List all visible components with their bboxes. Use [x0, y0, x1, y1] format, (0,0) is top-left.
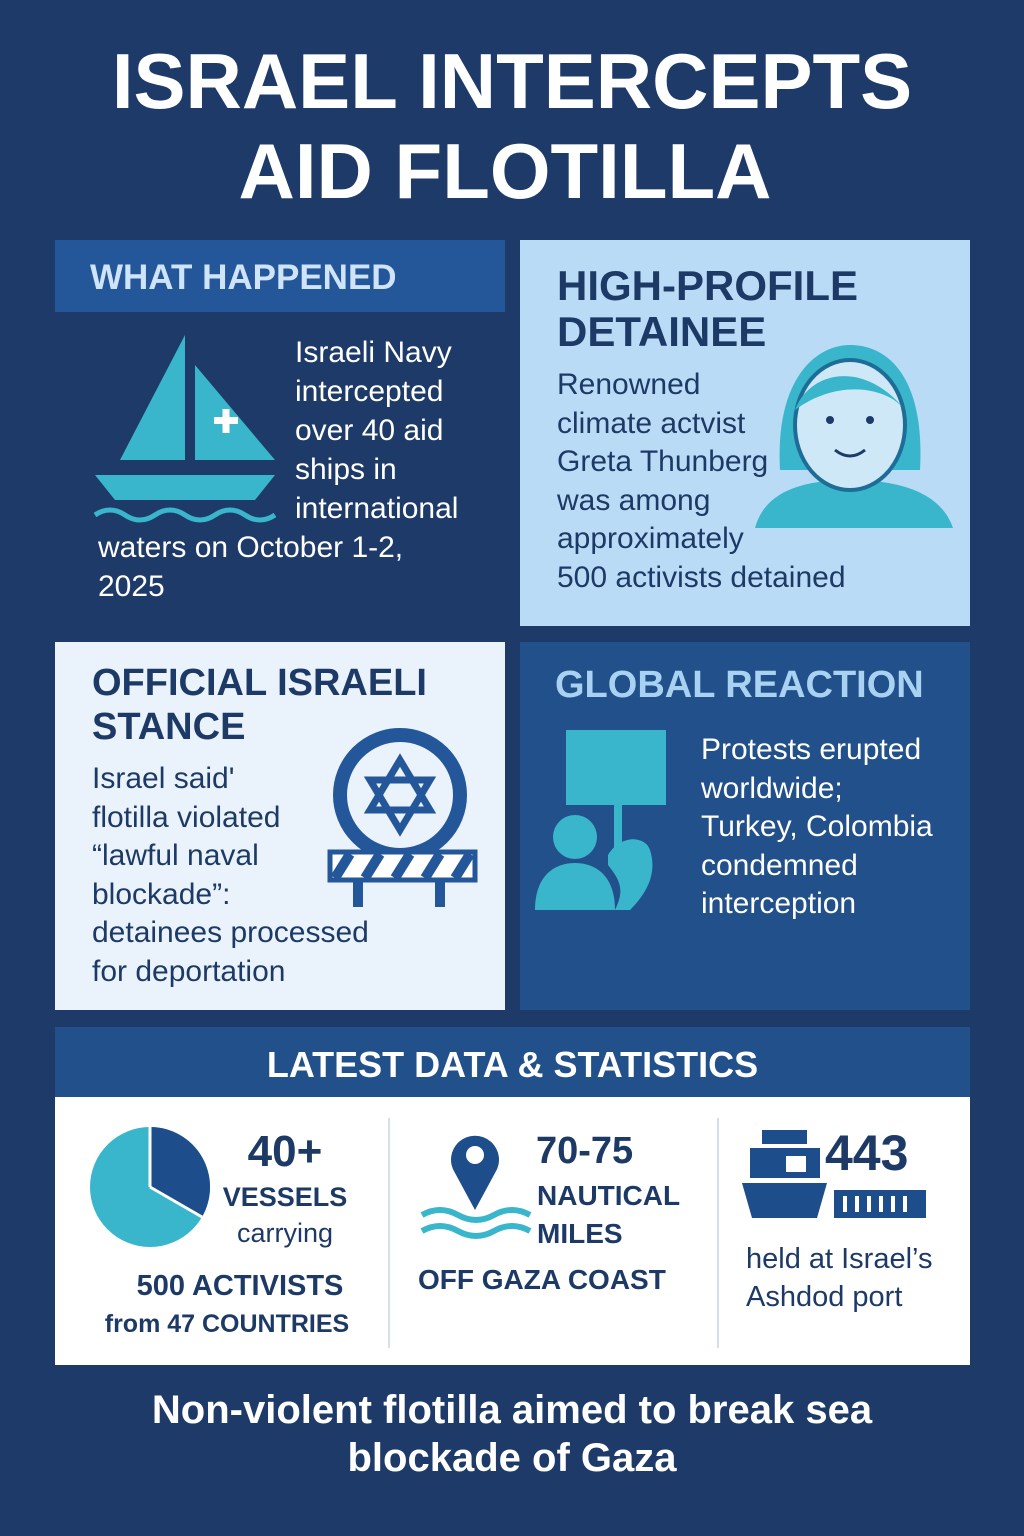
panel-header: [55, 240, 505, 312]
text-line: 500 activists detained: [557, 561, 846, 594]
heading-line: OFFICIAL ISRAELI: [92, 662, 427, 704]
title-line: AID FLOTILLA: [238, 127, 772, 215]
location-icon: [420, 1135, 532, 1239]
text-line: 2025: [98, 570, 165, 603]
heading-line: HIGH-PROFILE: [557, 262, 858, 309]
heading-line: DETAINEE: [557, 308, 767, 355]
stat-figure: 443: [825, 1125, 909, 1181]
footer-line: blockade of Gaza: [347, 1436, 677, 1480]
text-line: for deportation: [92, 955, 286, 988]
stats-heading: LATEST DATA & STATISTICS: [266, 1044, 759, 1085]
section-heading: GLOBAL REACTION: [555, 664, 924, 706]
footer-line: Non-violent flotilla aimed to break sea: [151, 1388, 873, 1432]
stat-text: VESSELS: [222, 1182, 348, 1212]
text-line: was among: [557, 483, 711, 517]
text-line: “lawful naval: [92, 839, 259, 873]
stat-text: NAUTICAL: [537, 1180, 681, 1211]
divider: [717, 1118, 719, 1348]
text-line: climate actvist: [557, 406, 746, 440]
blockade-icon: [327, 728, 478, 907]
text-line: international: [295, 492, 459, 525]
stat-text: carrying: [236, 1218, 334, 1248]
stat-figure: 70-75: [536, 1130, 634, 1172]
protest-icon: [535, 730, 666, 910]
person-icon: [755, 345, 953, 528]
title-line: ISRAEL INTERCEPTS: [111, 37, 913, 125]
text-line: Israel said': [92, 762, 235, 795]
panel: [520, 642, 970, 1010]
text-line: over 40 aid: [295, 414, 444, 447]
text-line: Protests erupted: [701, 733, 922, 766]
text-line: Turkey, Colombia: [701, 810, 933, 844]
text-line: blockade”:: [92, 877, 231, 911]
divider: [388, 1118, 390, 1348]
text-line: waters on October 1-2,: [98, 531, 404, 564]
stat-text: Ashdod port: [746, 1281, 903, 1313]
stat-text: MILES: [537, 1218, 623, 1249]
text-line: Israeli Navy: [295, 336, 452, 369]
text-line: worldwide;: [701, 771, 843, 805]
text-line: flotilla violated: [92, 800, 281, 834]
ship-icon: [742, 1130, 926, 1218]
pie-icon: [90, 1127, 211, 1247]
stat-text: 500 ACTIVISTS: [136, 1270, 344, 1302]
text-line: Greta Thunberg: [557, 445, 769, 479]
text-line: intercepted: [295, 375, 444, 408]
stat-text: OFF GAZA COAST: [418, 1264, 666, 1295]
text-line: ships in: [295, 453, 397, 486]
heading-line: STANCE: [92, 706, 246, 748]
text-line: Renowned: [557, 368, 701, 401]
stats-header: [55, 1027, 970, 1097]
text-line: condemned: [701, 848, 858, 882]
stat-text: from 47 COUNTRIES: [104, 1310, 350, 1338]
stat-figure: 40+: [247, 1127, 323, 1176]
sailboat-icon: [93, 335, 277, 523]
text-line: approximately: [557, 522, 744, 556]
stat-text: held at Israel’s: [746, 1243, 933, 1275]
text-line: interception: [701, 887, 857, 921]
stats-body: [55, 1097, 970, 1365]
section-heading: WHAT HAPPENED: [90, 258, 397, 297]
text-line: detainees processed: [92, 916, 369, 950]
panel: [55, 642, 505, 1010]
